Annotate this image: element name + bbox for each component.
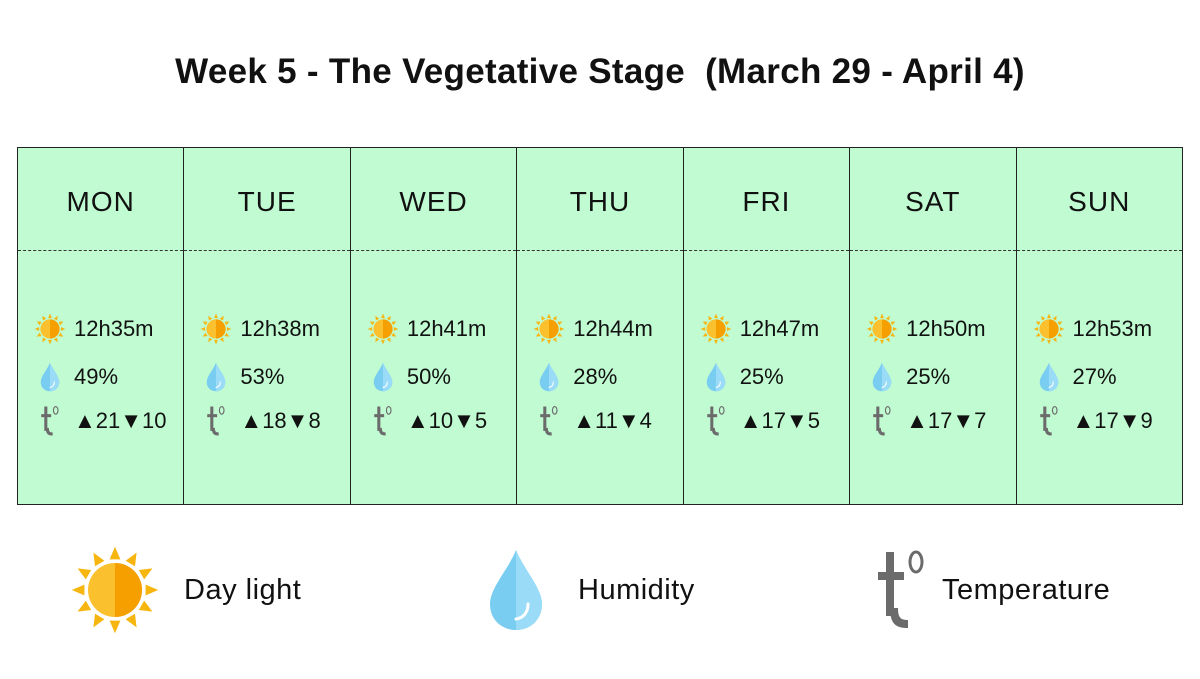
day-column: THU 12h44m 28% ▲11▼4 xyxy=(517,148,684,504)
legend-label: Temperature xyxy=(942,573,1111,606)
dashed-divider xyxy=(350,250,517,251)
temperature-row: ▲17▼9 xyxy=(1029,405,1178,437)
day-column: MON 12h35m 49% ▲21▼10 xyxy=(18,148,185,504)
humidity-row: 50% xyxy=(363,361,512,393)
humidity-row: 28% xyxy=(529,361,678,393)
daylight-value: 12h44m xyxy=(573,316,653,341)
legend-item-humidity: Humidity xyxy=(484,540,695,640)
water-drop-icon xyxy=(30,361,70,393)
sun-icon xyxy=(529,313,569,345)
water-drop-icon xyxy=(529,361,569,393)
temperature-value: ▲17▼7 xyxy=(906,408,987,433)
legend-item-temperature: Temperature xyxy=(876,540,1110,640)
temperature-value: ▲17▼5 xyxy=(739,408,820,433)
humidity-value: 28% xyxy=(573,364,618,389)
temperature-row: ▲17▼7 xyxy=(862,405,1011,437)
humidity-value: 25% xyxy=(739,364,784,389)
temperature-icon xyxy=(1029,405,1069,437)
daylight-row: 12h38m xyxy=(196,313,345,345)
humidity-row: 49% xyxy=(30,361,179,393)
temperature-value: ▲17▼9 xyxy=(1072,408,1153,433)
dashed-divider xyxy=(184,250,350,251)
daylight-value: 12h53m xyxy=(1072,316,1153,341)
daylight-row: 12h44m xyxy=(529,313,678,345)
daylight-row: 12h50m xyxy=(862,313,1011,345)
humidity-value: 50% xyxy=(406,364,451,389)
humidity-row: 27% xyxy=(1029,361,1178,393)
temperature-value: ▲21▼10 xyxy=(74,408,167,433)
sun-icon xyxy=(696,313,736,345)
temperature-icon xyxy=(363,405,403,437)
week-table: MON 12h35m 49% ▲21▼10 xyxy=(17,147,1183,505)
temperature-row: ▲18▼8 xyxy=(196,405,345,437)
sun-icon xyxy=(30,313,70,345)
day-column: SAT 12h50m 25% ▲17▼7 xyxy=(850,148,1017,504)
daylight-value: 12h41m xyxy=(406,316,487,341)
temperature-icon xyxy=(862,405,902,437)
day-name: SUN xyxy=(1068,186,1131,217)
water-drop-icon xyxy=(484,548,548,632)
temperature-row: ▲11▼4 xyxy=(529,405,678,437)
temperature-icon xyxy=(529,405,569,437)
sun-icon xyxy=(363,313,403,345)
day-name: FRI xyxy=(742,186,791,217)
water-drop-icon xyxy=(862,361,902,393)
day-name: SAT xyxy=(905,186,961,217)
temperature-icon xyxy=(876,548,926,632)
temperature-value: ▲10▼5 xyxy=(406,408,488,433)
temperature-icon xyxy=(696,405,736,437)
temperature-icon xyxy=(196,405,236,437)
humidity-row: 25% xyxy=(862,361,1011,393)
humidity-row: 25% xyxy=(696,361,845,393)
temperature-row: ▲10▼5 xyxy=(363,405,512,437)
daylight-row: 12h47m xyxy=(696,313,845,345)
water-drop-icon xyxy=(196,361,236,393)
temperature-value: ▲11▼4 xyxy=(573,408,652,433)
daylight-value: 12h38m xyxy=(240,316,320,341)
humidity-value: 25% xyxy=(906,364,951,389)
daylight-value: 12h47m xyxy=(739,316,820,341)
legend-label: Day light xyxy=(184,573,302,606)
humidity-value: 27% xyxy=(1072,364,1117,389)
day-name: MON xyxy=(66,186,135,217)
temperature-value: ▲18▼8 xyxy=(240,408,321,433)
day-name: TUE xyxy=(237,186,297,217)
temperature-row: ▲17▼5 xyxy=(696,405,845,437)
page-title: Week 5 - The Vegetative Stage (March 29 … xyxy=(175,52,1025,91)
humidity-row: 53% xyxy=(196,361,345,393)
daylight-value: 12h50m xyxy=(906,316,986,341)
humidity-value: 49% xyxy=(74,364,119,389)
day-column: FRI 12h47m 25% ▲17▼5 xyxy=(683,148,851,504)
day-column: WED 12h41m 50% ▲10▼5 xyxy=(350,148,518,504)
sun-icon xyxy=(196,313,236,345)
humidity-value: 53% xyxy=(240,364,285,389)
daylight-row: 12h53m xyxy=(1029,313,1178,345)
legend: Day light Humidity Temperature xyxy=(0,540,1200,640)
day-column: SUN 12h53m 27% ▲17▼9 xyxy=(1016,148,1182,504)
temperature-icon xyxy=(30,405,70,437)
legend-item-daylight: Day light xyxy=(70,540,301,640)
water-drop-icon xyxy=(363,361,403,393)
water-drop-icon xyxy=(1029,361,1069,393)
dashed-divider xyxy=(1016,250,1182,251)
legend-label: Humidity xyxy=(578,573,695,606)
water-drop-icon xyxy=(696,361,736,393)
dashed-divider xyxy=(683,250,850,251)
day-name: THU xyxy=(569,186,631,217)
daylight-row: 12h35m xyxy=(30,313,179,345)
dashed-divider xyxy=(18,250,184,251)
dashed-divider xyxy=(517,250,683,251)
sun-icon xyxy=(1029,313,1069,345)
daylight-value: 12h35m xyxy=(74,316,154,341)
dashed-divider xyxy=(850,250,1016,251)
sun-icon xyxy=(862,313,902,345)
daylight-row: 12h41m xyxy=(363,313,512,345)
day-name: WED xyxy=(399,186,468,217)
temperature-row: ▲21▼10 xyxy=(30,405,179,437)
sun-icon xyxy=(70,545,160,635)
day-column: TUE 12h38m 53% ▲18▼8 xyxy=(184,148,351,504)
